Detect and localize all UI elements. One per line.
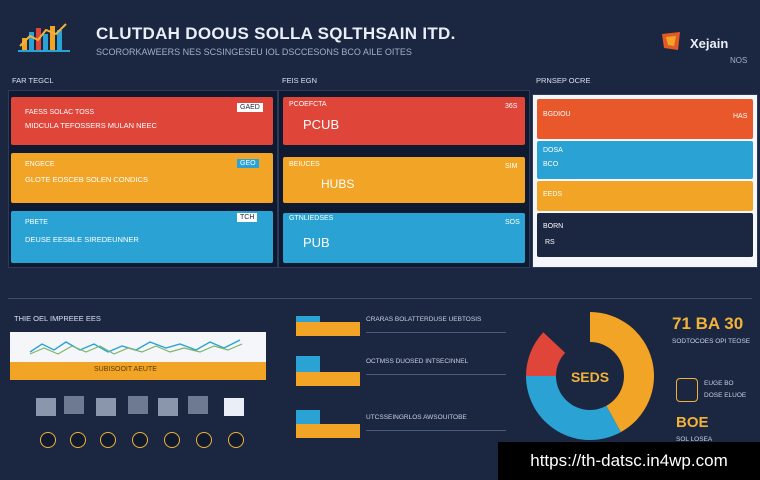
left-card-title: PBETE [25, 219, 48, 226]
section-label-left: FAR TEGCL [12, 76, 54, 85]
mid-card-title: GTNLIEDSES [289, 215, 334, 222]
coin-icon [196, 432, 212, 448]
section-divider [8, 298, 752, 299]
coin-icon [100, 432, 116, 448]
right-bar-1[interactable]: BGDIOU HAS [537, 99, 753, 139]
left-card-sub: DEUSE EESBLE SIREDEUNNER [25, 235, 139, 244]
mid-card-tag: 36S [505, 103, 518, 110]
page-subtitle: SCORORKAWEERS NES SCSINGESEU IOL DSCCESO… [96, 47, 412, 57]
left-card-3[interactable]: PBETE DEUSE EESBLE SIREDEUNNER TCH [11, 211, 273, 263]
secondary-stat-sub: SOL LOSEA [676, 436, 713, 443]
right-bar-title: BGDIOU [543, 111, 571, 118]
mid-cards-panel: PCOEFCTA PCUB 36S BEIUCES HUBS SIM GTNLI… [278, 90, 530, 268]
row-rule [366, 430, 506, 431]
left-card-1[interactable]: FAESS SOLAC TOSS MIDCULA TEFOSSERS MULAN… [11, 97, 273, 145]
coin-icon [70, 432, 86, 448]
stat-row: DOSE ELUOE [704, 392, 747, 399]
primary-stat-sub: SODTOCOES OPI TEOSE [672, 338, 751, 345]
mid-card-value: PUB [303, 235, 330, 250]
right-bar-3[interactable]: EEDS [537, 181, 753, 211]
right-bar-4[interactable]: BORN RS [537, 213, 753, 257]
mid-card-value: HUBS [321, 177, 355, 191]
section-label-mid: FEIS EGN [282, 76, 318, 85]
mini-bar [224, 398, 244, 416]
left-card-title: ENGECE [25, 161, 55, 168]
trend-section-label: THIE OEL IMPREEE EES [14, 314, 101, 323]
row-rule [366, 332, 506, 333]
primary-stat: 71 BA 30 [672, 314, 744, 333]
right-bar-value: BCO [543, 161, 559, 168]
left-card-2[interactable]: ENGECE GLOTE EOSCEB SOLEN CONDICS GEO [11, 153, 273, 203]
mini-bar [128, 396, 148, 414]
mini-bar [96, 398, 116, 416]
left-card-sub: GLOTE EOSCEB SOLEN CONDICS [25, 175, 148, 184]
calculator-icon [676, 378, 698, 402]
trend-banner: SUBISOOIT AEUTE [10, 362, 266, 380]
right-bar-title: EEDS [543, 191, 563, 198]
bar-chart-logo-icon [18, 23, 70, 52]
mid-card-1[interactable]: PCOEFCTA PCUB 36S [283, 97, 525, 145]
bar-row-1[interactable] [296, 316, 360, 336]
right-bar-value: RS [545, 239, 555, 246]
page-title: CLUTDAH DOOUS SOLLA SQLTHSAIN ITD. [96, 24, 456, 43]
left-cards-panel: FAESS SOLAC TOSS MIDCULA TEFOSSERS MULAN… [8, 90, 278, 268]
stat-row: EUGE BO [704, 380, 734, 387]
left-card-tag: GEO [237, 159, 259, 168]
trend-line-chart [29, 339, 243, 355]
right-bar-title: DOSA [543, 147, 563, 154]
bar-row-2[interactable] [296, 356, 360, 390]
mid-card-title: BEIUCES [289, 161, 320, 168]
url-watermark: https://th-datsc.in4wp.com [498, 442, 760, 480]
mid-card-tag: SOS [505, 219, 520, 226]
right-bar-title: BORN [543, 223, 564, 230]
mini-bar [158, 398, 178, 416]
coin-icon [40, 432, 56, 448]
bar-row-3[interactable] [296, 410, 360, 440]
left-card-title: FAESS SOLAC TOSS [25, 109, 94, 116]
bar-row-label: OCTMSS DUOSED INTSECINNEL [366, 358, 469, 365]
donut-center-label: SEDS [571, 369, 609, 385]
brand-subtext: NOS [730, 56, 748, 65]
coin-icon [132, 432, 148, 448]
coin-icon [228, 432, 244, 448]
right-stacked-panel: BGDIOU HAS DOSA BCO EEDS BORN RS [532, 94, 758, 268]
mid-card-value: PCUB [303, 117, 340, 132]
trend-banner-label: SUBISOOIT AEUTE [94, 366, 157, 373]
section-label-right: PRNSEP OCRE [536, 76, 591, 85]
mid-card-2[interactable]: BEIUCES HUBS SIM [283, 157, 525, 203]
row-rule [366, 374, 506, 375]
left-card-tag: TCH [237, 213, 258, 222]
mini-bar [188, 396, 208, 414]
bar-row-label: CRARAS BOLATTERDUSE UEBTOSIS [366, 316, 482, 323]
brand-name: Xejain [690, 36, 729, 51]
coin-icon [164, 432, 180, 448]
trend-chart-area [10, 332, 266, 362]
left-card-tag: GAED [237, 103, 263, 112]
secondary-stat: BOE [676, 414, 709, 431]
brand-logo-icon [662, 32, 680, 50]
mid-card-title: PCOEFCTA [289, 101, 327, 108]
mid-card-tag: SIM [505, 163, 518, 170]
mini-bar [36, 398, 56, 416]
donut-hole [556, 342, 624, 410]
donut-chart[interactable]: SEDS [520, 306, 660, 446]
mid-card-3[interactable]: GTNLIEDSES PUB SOS [283, 213, 525, 263]
bar-row-label: UTCSSEINGRLOS AWSOUITOBE [366, 414, 467, 421]
mini-bar [64, 396, 84, 414]
right-bar-value: HAS [733, 113, 748, 120]
left-card-sub: MIDCULA TEFOSSERS MULAN NEEC [25, 121, 157, 130]
right-bar-2[interactable]: DOSA BCO [537, 141, 753, 179]
